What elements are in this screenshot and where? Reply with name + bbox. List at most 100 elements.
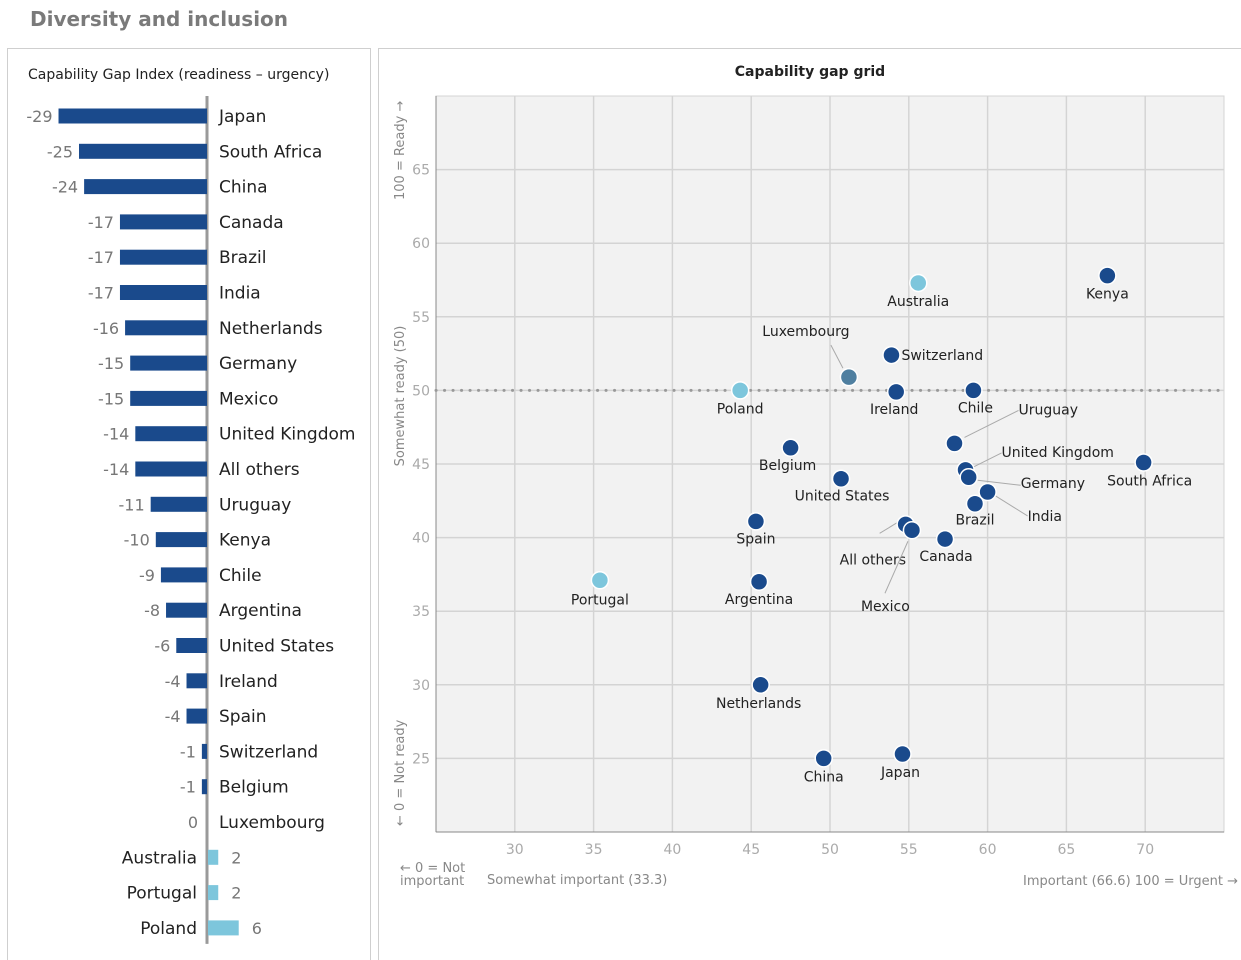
x-tick-label: 30 bbox=[506, 842, 524, 858]
gap-grid-title: Capability gap grid bbox=[734, 64, 886, 80]
point-label: Brazil bbox=[955, 513, 994, 529]
scatter-point bbox=[965, 494, 985, 513]
scatter-point bbox=[978, 482, 997, 502]
x-tick-label: 70 bbox=[1136, 842, 1154, 858]
x-axis-right-label: Important (66.6) 100 = Urgent → bbox=[1023, 874, 1238, 889]
bar-value-label: -29 bbox=[26, 107, 52, 126]
point-label: Chile bbox=[958, 400, 993, 416]
x-tick-label: 65 bbox=[1057, 842, 1075, 858]
bar-category-label: Ireland bbox=[219, 672, 278, 692]
bar bbox=[208, 885, 219, 901]
bar bbox=[125, 320, 207, 336]
x-tick-label: 55 bbox=[900, 842, 918, 858]
bar-value-label: -1 bbox=[180, 742, 196, 761]
bar bbox=[186, 708, 207, 724]
point-label: Spain bbox=[736, 531, 775, 547]
scatter-point bbox=[893, 744, 912, 764]
leader-line bbox=[884, 541, 909, 594]
point-label: India bbox=[1028, 509, 1062, 525]
point-label: South Africa bbox=[1107, 474, 1192, 490]
bar-value-label: -15 bbox=[98, 389, 124, 408]
bar-value-label: 2 bbox=[231, 848, 241, 867]
bar-value-label: -6 bbox=[154, 637, 170, 656]
bar-value-label: -10 bbox=[124, 531, 150, 550]
x-tick-label: 40 bbox=[663, 842, 681, 858]
bar-value-label: -14 bbox=[103, 425, 129, 444]
bar-category-label: China bbox=[219, 178, 268, 198]
scatter-point bbox=[909, 273, 928, 293]
bar-value-label: 2 bbox=[231, 884, 241, 903]
scatter-point bbox=[746, 512, 766, 531]
bar bbox=[160, 567, 207, 583]
bar bbox=[176, 638, 207, 653]
bar-value-label: -17 bbox=[88, 248, 114, 267]
bar bbox=[84, 179, 207, 195]
y-tick-label: 40 bbox=[412, 531, 430, 547]
leader-line bbox=[964, 409, 1019, 438]
scatter-point bbox=[751, 675, 770, 695]
y-axis-bottom-label: ← 0 = Not ready bbox=[393, 719, 408, 826]
x-tick-label: 50 bbox=[821, 842, 839, 858]
scatter-point bbox=[964, 381, 983, 400]
point-label: Japan bbox=[880, 765, 920, 781]
y-tick-label: 25 bbox=[412, 751, 430, 767]
y-tick-label: 50 bbox=[412, 383, 430, 399]
bar-value-label: -24 bbox=[52, 178, 78, 197]
bar-value-label: -14 bbox=[103, 460, 129, 479]
bar bbox=[130, 355, 207, 371]
bar bbox=[130, 390, 207, 406]
point-label: Mexico bbox=[861, 599, 910, 615]
bar-category-label: Chile bbox=[219, 566, 262, 586]
leader-line bbox=[977, 479, 1021, 486]
y-tick-label: 55 bbox=[412, 310, 430, 326]
point-label: Poland bbox=[717, 401, 764, 417]
x-tick-label: 35 bbox=[585, 842, 603, 858]
bar-category-label: Belgium bbox=[219, 778, 289, 798]
leader-line bbox=[879, 521, 898, 534]
page-title: Diversity and inclusion bbox=[30, 7, 289, 31]
bar bbox=[119, 249, 207, 265]
bar bbox=[186, 673, 207, 689]
bar-value-label: -17 bbox=[88, 284, 114, 303]
point-label: United States bbox=[795, 489, 890, 505]
point-label: Switzerland bbox=[901, 348, 983, 364]
point-label: Belgium bbox=[759, 458, 816, 474]
bar-value-label: -1 bbox=[180, 778, 196, 797]
bar-category-label: Switzerland bbox=[219, 742, 318, 762]
leader-line bbox=[995, 495, 1028, 517]
bar-value-label: -16 bbox=[93, 319, 119, 338]
point-label: Ireland bbox=[870, 402, 918, 418]
bar-category-label: Canada bbox=[219, 213, 284, 233]
y-tick-label: 35 bbox=[412, 604, 430, 620]
x-axis-left-label-line2: important bbox=[400, 874, 464, 889]
scatter-point bbox=[959, 467, 978, 487]
bar bbox=[201, 743, 207, 759]
bar-category-label: Mexico bbox=[219, 389, 278, 409]
bar bbox=[135, 461, 207, 477]
bar-category-label: Germany bbox=[219, 354, 297, 374]
point-label: Netherlands bbox=[716, 696, 801, 712]
scatter-point bbox=[882, 345, 901, 365]
bar bbox=[155, 532, 207, 548]
y-axis-mid-label: Somewhat ready (50) bbox=[393, 326, 408, 467]
bar-category-label: Uruguay bbox=[219, 495, 291, 515]
bar-category-label: United States bbox=[219, 637, 334, 657]
bar bbox=[208, 920, 239, 936]
bar-value-label: 0 bbox=[188, 813, 198, 832]
x-tick-label: 60 bbox=[979, 842, 997, 858]
scatter-point bbox=[749, 572, 769, 592]
y-axis-top-label: 100 = Ready → bbox=[393, 101, 408, 200]
gap-index-title: Capability Gap Index (readiness – urgenc… bbox=[28, 67, 330, 83]
scatter-point bbox=[902, 520, 922, 540]
bar-category-label: Portugal bbox=[127, 884, 197, 904]
bar-value-label: -8 bbox=[144, 601, 160, 620]
bar-category-label: South Africa bbox=[219, 142, 322, 162]
point-label: United Kingdom bbox=[1002, 445, 1114, 461]
scatter-point bbox=[886, 382, 906, 402]
bar-category-label: Kenya bbox=[219, 531, 271, 551]
scatter-point bbox=[935, 529, 955, 549]
x-axis-left-label-line1: ← 0 = Not bbox=[400, 861, 465, 876]
bar-category-label: All others bbox=[219, 460, 300, 480]
scatter-point bbox=[1134, 453, 1153, 472]
